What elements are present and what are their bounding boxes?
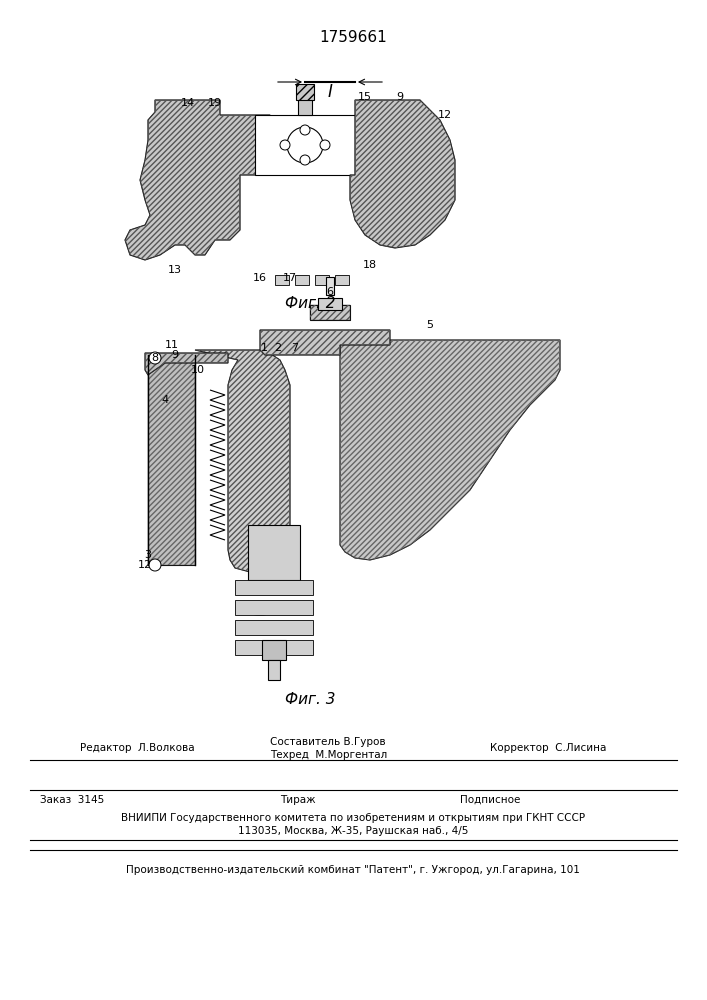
Text: 113035, Москва, Ж-35, Раушская наб., 4/5: 113035, Москва, Ж-35, Раушская наб., 4/5 bbox=[238, 826, 468, 836]
Circle shape bbox=[300, 155, 310, 165]
Text: Подписное: Подписное bbox=[460, 795, 520, 805]
Text: Корректор  С.Лисина: Корректор С.Лисина bbox=[490, 743, 607, 753]
Text: 15: 15 bbox=[358, 92, 372, 102]
Circle shape bbox=[149, 559, 161, 571]
Text: 5: 5 bbox=[426, 320, 433, 330]
Text: Редактор  Л.Волкова: Редактор Л.Волкова bbox=[80, 743, 194, 753]
Text: 19: 19 bbox=[208, 98, 222, 108]
Text: 9: 9 bbox=[171, 350, 179, 360]
Text: 16: 16 bbox=[253, 273, 267, 283]
Text: 8: 8 bbox=[151, 353, 158, 363]
Polygon shape bbox=[195, 350, 290, 572]
Bar bbox=[235, 620, 313, 635]
Bar bbox=[255, 115, 355, 175]
Bar bbox=[295, 275, 309, 285]
Text: 12: 12 bbox=[138, 560, 152, 570]
Bar bbox=[235, 580, 313, 595]
Text: Фиг. 2: Фиг. 2 bbox=[285, 296, 335, 310]
Polygon shape bbox=[148, 355, 195, 565]
Polygon shape bbox=[125, 100, 295, 260]
Bar bbox=[318, 298, 342, 310]
Text: 1759661: 1759661 bbox=[319, 30, 387, 45]
Text: Техред  М.Моргентал: Техред М.Моргентал bbox=[270, 750, 387, 760]
Bar bbox=[235, 600, 313, 615]
Bar bbox=[315, 275, 329, 285]
Text: Тираж: Тираж bbox=[280, 795, 315, 805]
Text: Заказ  3145: Заказ 3145 bbox=[40, 795, 104, 805]
Text: 14: 14 bbox=[181, 98, 195, 108]
Text: 2: 2 bbox=[274, 343, 281, 353]
Circle shape bbox=[287, 127, 323, 163]
Text: Фиг. 3: Фиг. 3 bbox=[285, 692, 335, 708]
Text: 6: 6 bbox=[327, 287, 334, 297]
Text: 9: 9 bbox=[397, 92, 404, 102]
Text: 18: 18 bbox=[363, 260, 377, 270]
Polygon shape bbox=[340, 340, 560, 560]
Text: 7: 7 bbox=[291, 343, 298, 353]
Bar bbox=[268, 660, 280, 680]
Circle shape bbox=[280, 140, 290, 150]
Polygon shape bbox=[260, 330, 390, 355]
Text: 1: 1 bbox=[260, 343, 267, 353]
Text: 11: 11 bbox=[165, 340, 179, 350]
Ellipse shape bbox=[245, 605, 275, 615]
Text: 13: 13 bbox=[168, 265, 182, 275]
Text: Производственно-издательский комбинат "Патент", г. Ужгород, ул.Гагарина, 101: Производственно-издательский комбинат "П… bbox=[126, 865, 580, 875]
Circle shape bbox=[300, 125, 310, 135]
Text: 17: 17 bbox=[283, 273, 297, 283]
Bar bbox=[248, 525, 300, 580]
Text: 3: 3 bbox=[144, 550, 151, 560]
Bar bbox=[335, 275, 349, 285]
Polygon shape bbox=[145, 353, 228, 375]
Bar bbox=[235, 640, 313, 655]
Bar bbox=[275, 275, 289, 285]
Circle shape bbox=[149, 352, 161, 364]
Text: ВНИИПИ Государственного комитета по изобретениям и открытиям при ГКНТ СССР: ВНИИПИ Государственного комитета по изоб… bbox=[121, 813, 585, 823]
Bar bbox=[296, 84, 314, 100]
Text: I: I bbox=[327, 83, 332, 101]
Text: 4: 4 bbox=[161, 395, 168, 405]
Bar bbox=[310, 305, 350, 320]
Bar bbox=[298, 95, 312, 115]
Bar bbox=[310, 305, 350, 320]
Bar bbox=[326, 277, 334, 295]
Circle shape bbox=[320, 140, 330, 150]
Polygon shape bbox=[350, 100, 455, 248]
Text: Составитель В.Гуров: Составитель В.Гуров bbox=[270, 737, 385, 747]
Text: 10: 10 bbox=[191, 365, 205, 375]
Text: 12: 12 bbox=[438, 110, 452, 120]
Bar bbox=[262, 640, 286, 660]
